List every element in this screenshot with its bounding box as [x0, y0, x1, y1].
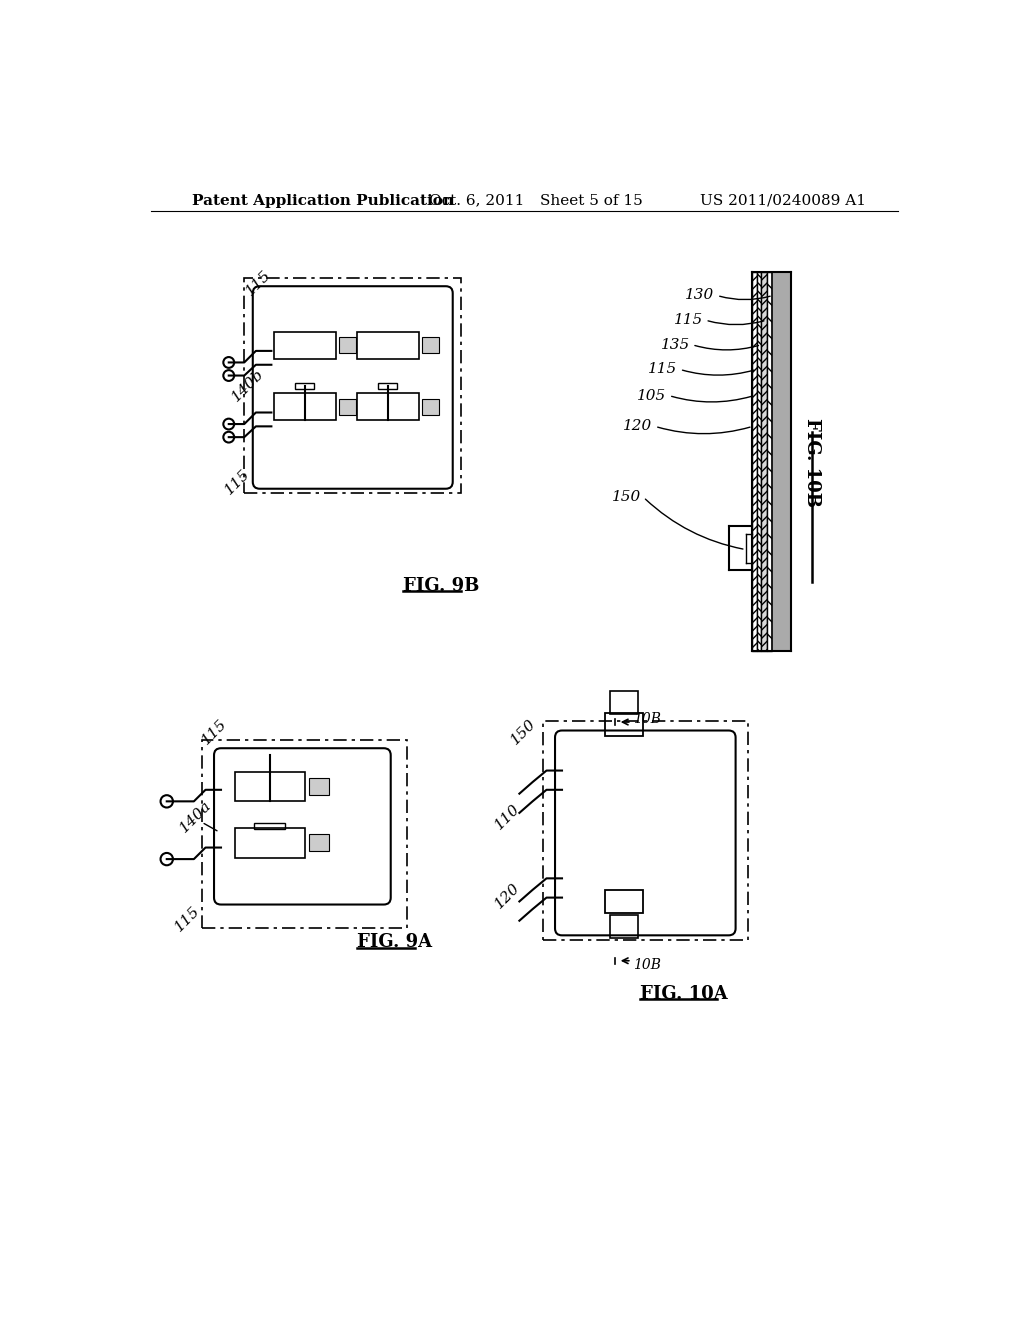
Text: FIG. 9A: FIG. 9A	[356, 933, 432, 952]
Bar	[356, 393, 419, 420]
Text: Patent Application Publication: Patent Application Publication	[191, 194, 454, 207]
Bar	[308, 834, 329, 851]
Bar	[610, 915, 638, 937]
Bar	[604, 890, 643, 913]
Text: 115: 115	[648, 363, 678, 376]
Text: 120: 120	[624, 420, 652, 433]
Bar	[273, 393, 336, 420]
Bar	[543, 721, 748, 940]
Text: 150: 150	[611, 490, 641, 504]
Text: 115: 115	[674, 313, 703, 327]
Text: 115: 115	[243, 268, 273, 298]
Text: FIG. 10A: FIG. 10A	[640, 985, 727, 1003]
Bar	[202, 739, 407, 928]
Bar	[610, 692, 638, 714]
Bar	[757, 272, 761, 651]
Bar	[604, 713, 643, 737]
Text: FIG. 9B: FIG. 9B	[403, 577, 479, 595]
Text: 105: 105	[637, 388, 667, 403]
Bar	[234, 772, 305, 801]
Bar	[234, 829, 305, 858]
Bar	[422, 337, 438, 354]
Bar	[295, 383, 314, 389]
Text: 140b: 140b	[228, 367, 266, 404]
Bar	[378, 383, 397, 389]
Bar	[356, 331, 419, 359]
Text: 10B: 10B	[633, 958, 662, 973]
Bar	[339, 337, 356, 354]
Bar	[308, 779, 329, 795]
Text: 120: 120	[493, 880, 523, 911]
Bar	[761, 272, 767, 651]
Bar	[254, 822, 286, 829]
Text: 140a: 140a	[177, 799, 214, 836]
Text: FIG. 10B: FIG. 10B	[803, 418, 820, 507]
Text: 115: 115	[200, 717, 229, 747]
Text: Oct. 6, 2011: Oct. 6, 2011	[429, 194, 524, 207]
Text: 135: 135	[660, 338, 690, 351]
Bar	[245, 277, 461, 494]
Bar	[339, 399, 356, 414]
Text: 115: 115	[222, 466, 253, 498]
Text: 10B: 10B	[633, 711, 662, 726]
Text: 110: 110	[493, 801, 523, 832]
Bar	[422, 399, 438, 414]
Text: Sheet 5 of 15: Sheet 5 of 15	[541, 194, 643, 207]
Bar	[752, 272, 757, 651]
Text: 150: 150	[508, 717, 539, 747]
Text: US 2011/0240089 A1: US 2011/0240089 A1	[700, 194, 866, 207]
Bar	[273, 331, 336, 359]
Text: 115: 115	[172, 904, 203, 935]
Text: 130: 130	[685, 289, 715, 302]
Bar	[767, 272, 772, 651]
Bar	[772, 272, 791, 651]
